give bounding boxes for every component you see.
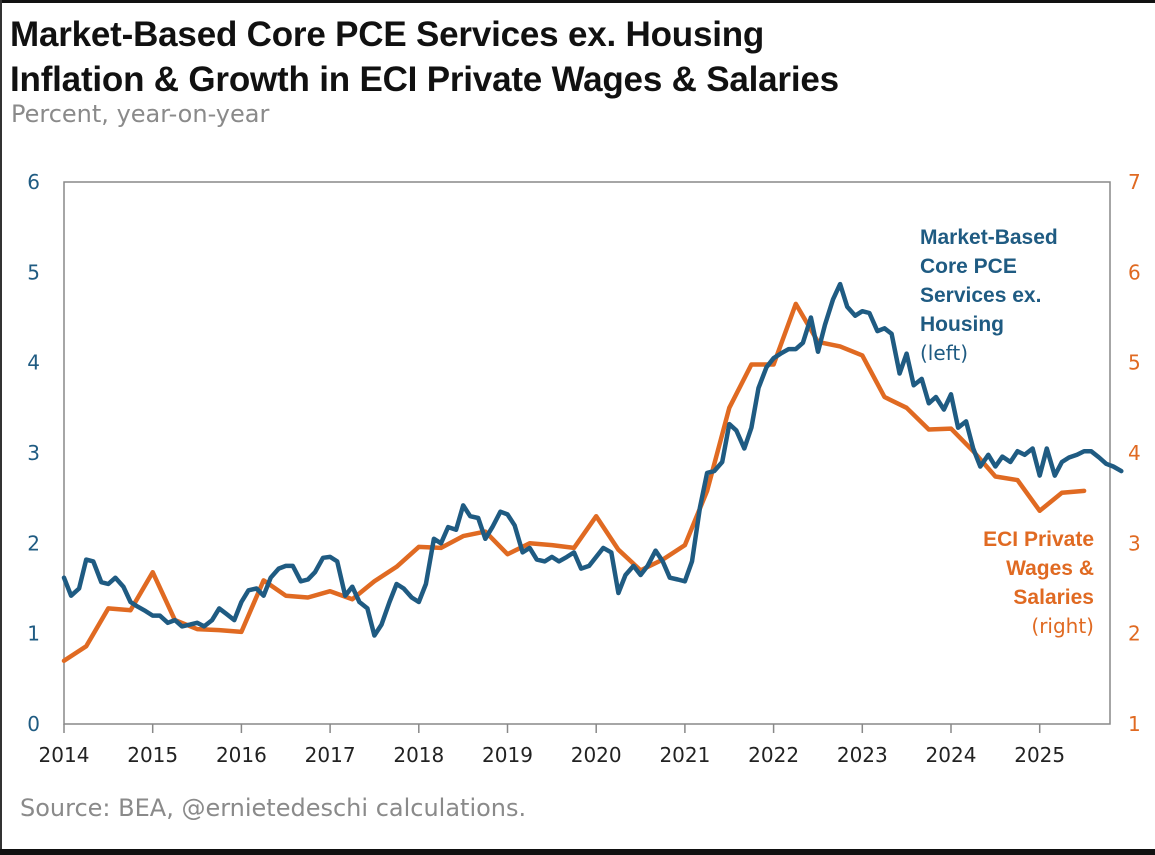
x-axis-tick-label: 2021 (659, 743, 710, 767)
eci-series-label: Salaries (1013, 586, 1094, 609)
eci-series-axis-note: (right) (1031, 614, 1094, 638)
right-axis-tick-label: 7 (1128, 170, 1141, 194)
left-axis-tick-label: 1 (27, 622, 40, 646)
x-axis-tick-label: 2014 (39, 743, 90, 767)
frame-top-border (0, 0, 1155, 3)
right-axis-tick-label: 4 (1128, 441, 1141, 465)
x-axis-tick-label: 2017 (305, 743, 356, 767)
source-note: Source: BEA, @ernietedeschi calculations… (20, 794, 527, 822)
left-axis-tick-label: 4 (27, 351, 40, 375)
pce-series-label: Market-Based (920, 226, 1058, 249)
pce-series-label: Services ex. (920, 284, 1041, 307)
x-axis-tick-label: 2019 (482, 743, 533, 767)
x-axis-tick-label: 2025 (1014, 743, 1065, 767)
frame-left-border (0, 0, 2, 855)
left-axis-tick-label: 0 (27, 712, 40, 736)
right-axis-tick-label: 3 (1128, 531, 1141, 555)
chart-title-line2: Inflation & Growth in ECI Private Wages … (10, 60, 839, 99)
left-axis-ticks: 0 1 2 3 4 5 6 (27, 170, 40, 736)
left-axis-tick-label: 5 (27, 260, 40, 284)
frame-bottom-border (0, 849, 1155, 855)
x-axis-tick-label: 2022 (748, 743, 799, 767)
left-axis-tick-label: 2 (27, 531, 40, 555)
x-axis-tick-label: 2015 (127, 743, 178, 767)
pce-series-axis-note: (left) (920, 341, 968, 365)
right-axis-tick-label: 6 (1128, 260, 1141, 284)
left-axis-tick-label: 3 (27, 441, 40, 465)
chart-title: Market-Based Core PCE Services ex. Housi… (10, 12, 839, 102)
pce-series-label: Housing (920, 313, 1004, 336)
x-axis-tick-label: 2018 (393, 743, 444, 767)
series-labels: Market-Based Core PCE Services ex. Housing (… (920, 226, 1094, 638)
right-axis-tick-label: 5 (1128, 351, 1141, 375)
pce-series-label: Core PCE (920, 255, 1017, 278)
x-axis-ticks: 2014 2015 2016 2017 2018 2019 2020 2021 2022 2023… (39, 724, 1065, 767)
x-axis-tick-label: 2024 (926, 743, 977, 767)
left-axis-tick-label: 6 (27, 170, 40, 194)
eci-series-label: Wages & (1006, 557, 1094, 580)
pce-services-line (61, 281, 1124, 638)
right-axis-tick-label: 1 (1128, 712, 1141, 736)
chart-subtitle: Percent, year-on-year (11, 100, 270, 128)
eci-series-label: ECI Private (983, 528, 1094, 551)
x-axis-tick-label: 2016 (216, 743, 267, 767)
right-axis-ticks: 1 2 3 4 5 6 7 (1128, 170, 1141, 736)
eci-wages-line (61, 301, 1087, 664)
chart-title-line1: Market-Based Core PCE Services ex. Housi… (10, 15, 765, 54)
plot-area-frame (63, 181, 1111, 725)
right-axis-tick-label: 2 (1128, 622, 1141, 646)
x-axis-tick-label: 2020 (571, 743, 622, 767)
x-axis-tick-label: 2023 (837, 743, 888, 767)
